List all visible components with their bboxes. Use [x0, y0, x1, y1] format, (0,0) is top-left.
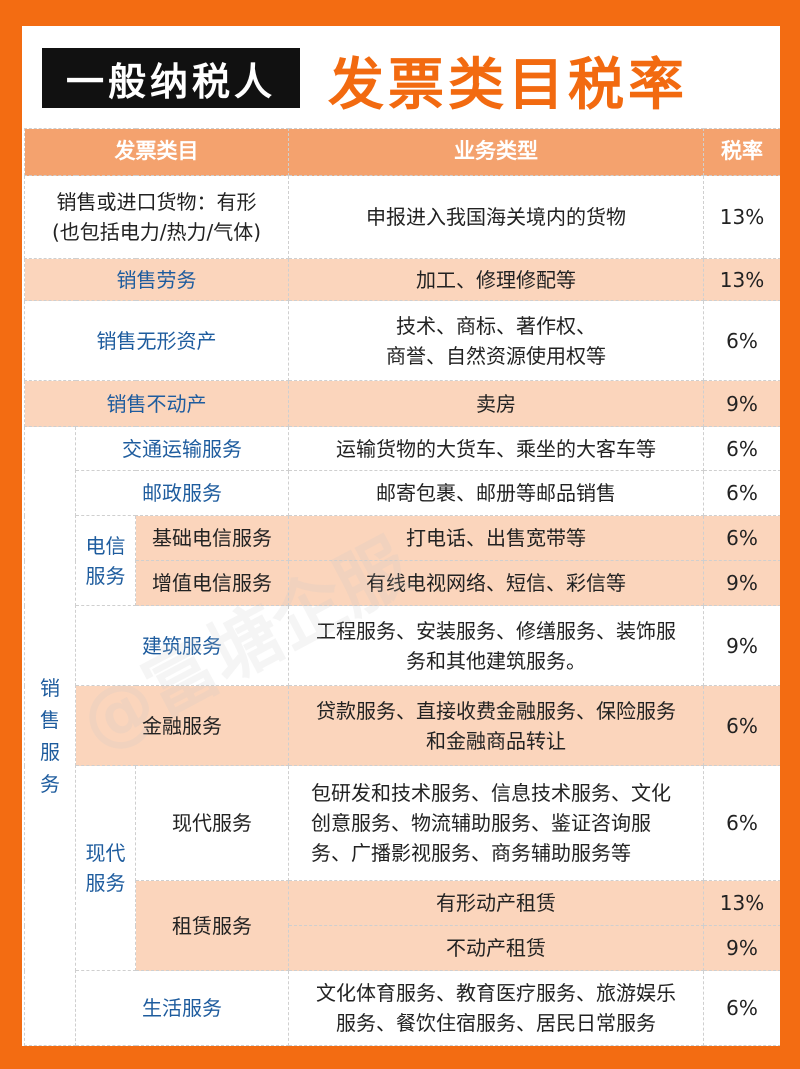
rate: 6%: [703, 426, 780, 471]
category: 交通运输服务: [74, 426, 290, 471]
rate: 9%: [703, 605, 780, 686]
business: 文化体育服务、教育医疗服务、旅游娱乐服务、餐饮住宿服务、居民日常服务: [288, 970, 705, 1046]
category: 租赁服务: [134, 880, 290, 971]
rate: 6%: [703, 970, 780, 1046]
group-label: 现代服务: [85, 841, 126, 895]
category: 金融服务: [74, 685, 290, 766]
rate: 6%: [703, 765, 780, 881]
category: 现代服务: [134, 765, 290, 881]
category: 生活服务: [74, 970, 290, 1046]
rate: 6%: [703, 515, 780, 561]
services-label: 销售服务: [40, 676, 60, 796]
business: 运输货物的大货车、乘坐的大客车等: [288, 426, 705, 471]
rate: 13%: [703, 175, 780, 259]
business: 不动产租赁: [288, 925, 705, 971]
header-cell: 税率: [703, 128, 780, 176]
rate: 13%: [703, 258, 780, 301]
business: 有线电视网络、短信、彩信等: [288, 560, 705, 606]
category: 销售无形资产: [23, 300, 290, 381]
rate: 6%: [703, 300, 780, 381]
category: 增值电信服务: [134, 560, 290, 606]
rate: 6%: [703, 470, 780, 516]
business: 打电话、出售宽带等: [288, 515, 705, 561]
title-black: 一般纳税人: [42, 48, 300, 108]
business: 邮寄包裹、邮册等邮品销售: [288, 470, 705, 516]
rate: 9%: [703, 925, 780, 971]
business: 卖房: [288, 380, 705, 427]
business: 有形动产租赁: [288, 880, 705, 926]
business: 技术、商标、著作权、 商誉、自然资源使用权等: [288, 300, 705, 381]
category: 邮政服务: [74, 470, 290, 516]
business: 贷款服务、直接收费金融服务、保险服务和金融商品转让: [288, 685, 705, 766]
rate: 9%: [703, 380, 780, 427]
card: 一般纳税人 发票类目税率 发票类目 业务类型 税率 销售或进口货物：有形 (也包括电…: [22, 26, 780, 1046]
category: 销售或进口货物：有形 (也包括电力/热力/气体): [23, 175, 290, 259]
category: 销售劳务: [23, 258, 290, 301]
services-label-cell: 销售服务: [24, 426, 76, 1046]
header-cell: 业务类型: [288, 128, 705, 176]
group-label: 电信服务: [85, 533, 126, 588]
header-cell: 发票类目: [23, 128, 290, 176]
rate: 13%: [703, 880, 780, 926]
rate: 6%: [703, 685, 780, 766]
tax-table: 发票类目 业务类型 税率 销售或进口货物：有形 (也包括电力/热力/气体) 申报进入我…: [23, 128, 780, 1046]
business: 申报进入我国海关境内的货物: [288, 175, 705, 259]
rate: 9%: [703, 560, 780, 606]
category: 销售不动产: [23, 380, 290, 427]
business: 工程服务、安装服务、修缮服务、装饰服务和其他建筑服务。: [288, 605, 705, 686]
category: 建筑服务: [74, 605, 290, 686]
title-orange: 发票类目税率: [328, 53, 688, 118]
category: 基础电信服务: [134, 515, 290, 561]
group-cell: 现代服务: [75, 765, 136, 971]
business: 包研发和技术服务、信息技术服务、文化创意服务、物流辅助服务、鉴证咨询服务、广播影…: [288, 765, 705, 881]
business: 加工、修理修配等: [288, 258, 705, 301]
group-cell: 电信服务: [75, 515, 136, 606]
